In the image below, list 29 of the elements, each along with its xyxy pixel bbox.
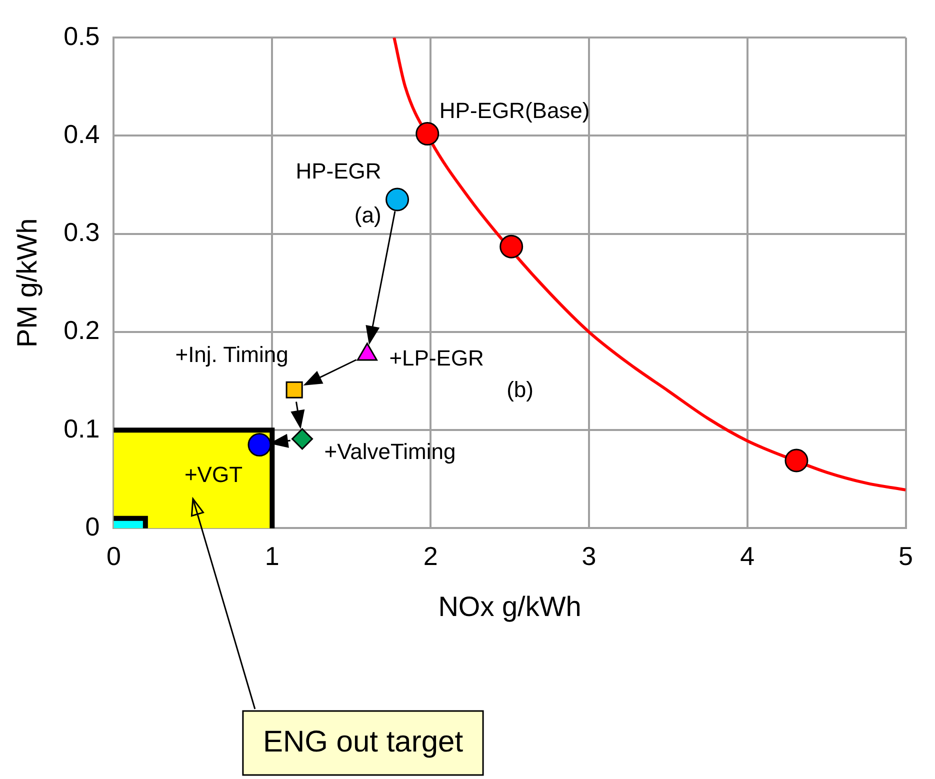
point: [784, 448, 808, 472]
text: ENG out target: [262, 725, 464, 758]
point: [286, 381, 303, 398]
annotation: HP-EGR (a): [296, 158, 382, 228]
point: [248, 433, 272, 457]
y-tick-label: 0.3: [64, 217, 100, 248]
point: [500, 234, 524, 258]
x-axis-title: NOx g/kWh: [438, 590, 582, 622]
y-tick-label: 0.1: [64, 413, 100, 444]
y-axis-title: PM g/kWh: [12, 218, 43, 348]
y-tick-label: 0.4: [64, 118, 100, 149]
x-tick-label: 2: [423, 540, 438, 571]
x-tick-label: 0: [106, 540, 121, 571]
point: [291, 428, 313, 450]
annotation: +Inj. Timing: [175, 342, 288, 367]
annotation: +LP-EGR: [389, 346, 484, 371]
annotation: +VGT: [184, 462, 243, 487]
annotation: +ValveTiming: [324, 438, 456, 464]
x-tick-label: 1: [264, 540, 280, 571]
x-tick-label: 4: [740, 540, 755, 571]
x-tick-label: 3: [582, 540, 596, 571]
y-tick-label: 0: [85, 511, 100, 542]
annotation: HP-EGR(Base): [439, 98, 590, 123]
y-tick-label: 0.5: [64, 20, 100, 51]
y-tick-label: 0.2: [64, 315, 100, 346]
point: [416, 122, 440, 146]
x-tick-label: 5: [898, 540, 914, 571]
annotation: (b): [506, 376, 534, 402]
point: [386, 188, 410, 212]
